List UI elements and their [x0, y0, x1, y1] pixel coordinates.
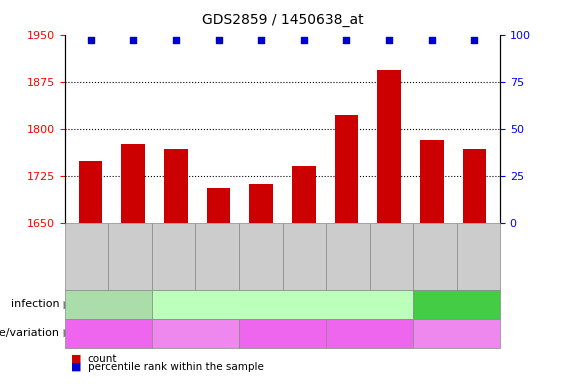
Text: infection: infection [11, 299, 59, 310]
Point [214, 37, 223, 43]
Bar [121, 144, 145, 223]
Bar [249, 184, 273, 223]
Text: wild type: wild type [173, 328, 218, 338]
Bar [334, 115, 358, 223]
Text: uninfected: uninfected [82, 299, 134, 310]
Text: percentile rank within the sample: percentile rank within the sample [88, 362, 263, 372]
Text: GSM155249: GSM155249 [170, 231, 178, 281]
Text: GSM155205: GSM155205 [82, 231, 91, 281]
Text: wild type: wild type [434, 328, 479, 338]
Bar [463, 149, 486, 223]
Text: virB disruption: virB disruption [247, 328, 318, 338]
Text: virB deletion: virB deletion [338, 328, 401, 338]
Text: GSM155257: GSM155257 [474, 231, 483, 281]
Text: GSM155252: GSM155252 [257, 231, 265, 281]
Text: B. melitensis: B. melitensis [425, 299, 488, 310]
Bar [79, 161, 102, 223]
Text: genotype/variation: genotype/variation [0, 328, 59, 338]
Text: GSM155255: GSM155255 [387, 231, 396, 281]
Point [171, 37, 180, 43]
Bar [377, 70, 401, 223]
Text: ■: ■ [71, 362, 81, 372]
Text: GSM155248: GSM155248 [126, 231, 134, 281]
Text: ■: ■ [71, 354, 81, 364]
Text: GDS2859 / 1450638_at: GDS2859 / 1450638_at [202, 13, 363, 27]
Text: GSM155254: GSM155254 [344, 231, 352, 281]
Bar [292, 166, 316, 223]
Text: GSM155251: GSM155251 [213, 231, 221, 281]
Text: GSM155256: GSM155256 [431, 231, 439, 281]
Point [427, 37, 436, 43]
Point [86, 37, 95, 43]
Bar [207, 188, 231, 223]
Text: ▶: ▶ [60, 328, 72, 338]
Point [385, 37, 394, 43]
Text: B. arbortus: B. arbortus [255, 299, 310, 310]
Bar [164, 149, 188, 223]
Text: count: count [88, 354, 117, 364]
Bar [420, 140, 444, 223]
Text: ▶: ▶ [60, 299, 72, 310]
Text: GSM155253: GSM155253 [300, 231, 308, 281]
Point [342, 37, 351, 43]
Point [299, 37, 308, 43]
Point [257, 37, 266, 43]
Text: control: control [92, 328, 125, 338]
Point [129, 37, 138, 43]
Point [470, 37, 479, 43]
